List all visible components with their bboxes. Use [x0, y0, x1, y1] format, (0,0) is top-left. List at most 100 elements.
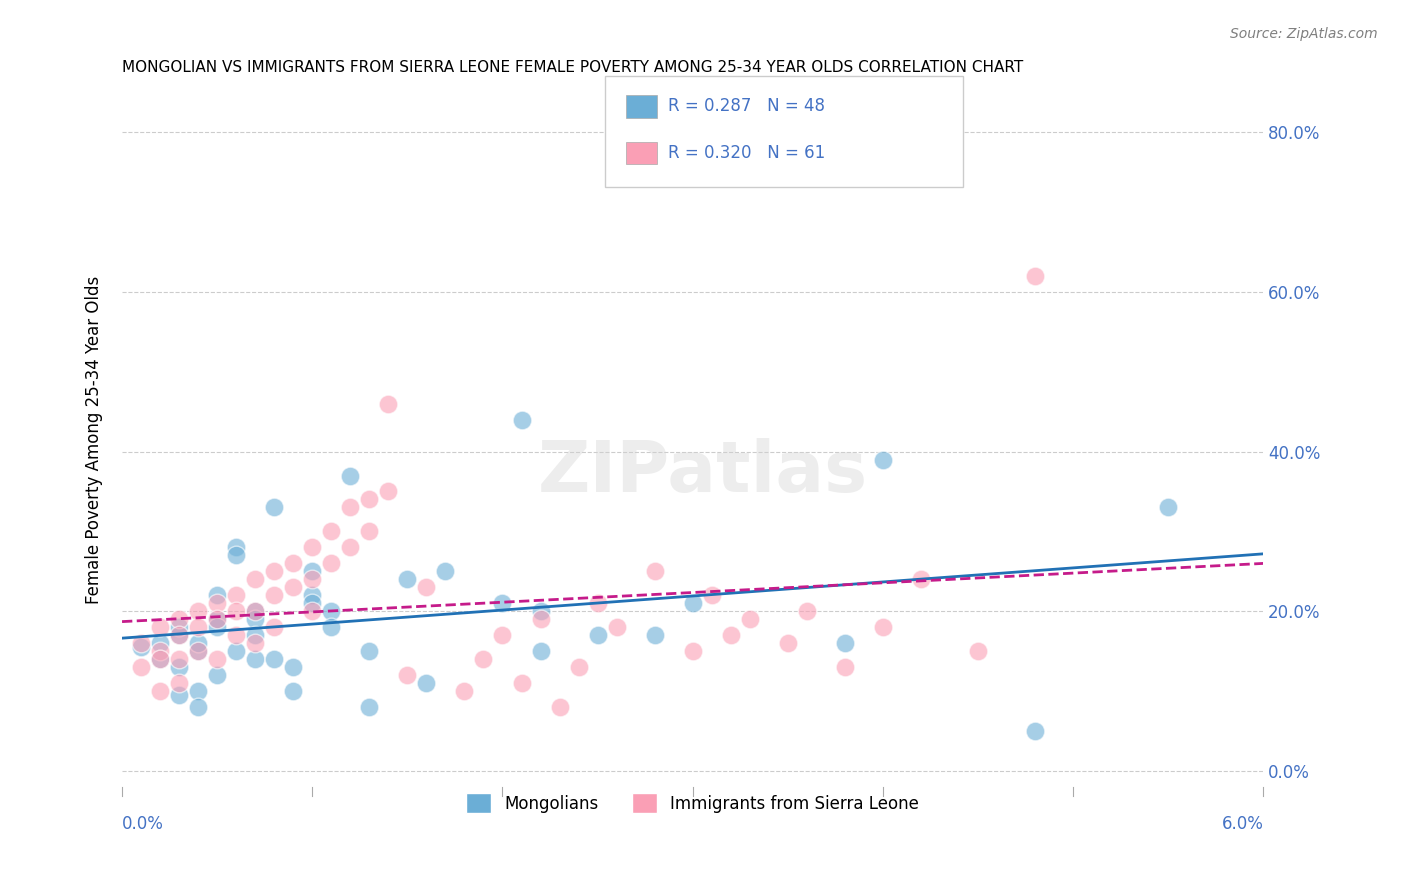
Point	[149, 652, 172, 666]
Point	[321, 604, 343, 618]
Point	[682, 596, 704, 610]
Point	[167, 652, 190, 666]
Point	[283, 557, 305, 571]
Point	[187, 644, 209, 658]
Point	[129, 640, 152, 654]
Point	[205, 596, 228, 610]
Point	[738, 612, 761, 626]
Point	[682, 644, 704, 658]
Point	[644, 564, 666, 578]
Point	[720, 628, 742, 642]
Point	[872, 452, 894, 467]
Point	[149, 644, 172, 658]
Point	[263, 588, 285, 602]
Point	[245, 628, 267, 642]
Text: ZIPatlas: ZIPatlas	[538, 438, 868, 508]
Point	[339, 500, 361, 515]
Point	[967, 644, 990, 658]
Point	[187, 604, 209, 618]
Point	[910, 572, 932, 586]
Point	[205, 620, 228, 634]
Point	[453, 684, 475, 698]
Point	[396, 668, 419, 682]
Point	[321, 557, 343, 571]
Text: R = 0.287   N = 48: R = 0.287 N = 48	[668, 97, 825, 115]
Point	[301, 588, 323, 602]
Point	[321, 620, 343, 634]
Point	[225, 604, 247, 618]
Text: 6.0%: 6.0%	[1222, 814, 1264, 833]
Point	[263, 564, 285, 578]
Text: R = 0.320   N = 61: R = 0.320 N = 61	[668, 144, 825, 161]
Point	[321, 524, 343, 539]
Point	[359, 524, 381, 539]
Y-axis label: Female Poverty Among 25-34 Year Olds: Female Poverty Among 25-34 Year Olds	[86, 276, 103, 604]
Text: 0.0%: 0.0%	[122, 814, 165, 833]
Point	[359, 492, 381, 507]
Point	[529, 644, 551, 658]
Point	[283, 580, 305, 594]
Point	[586, 628, 609, 642]
Point	[700, 588, 723, 602]
Point	[472, 652, 495, 666]
Point	[187, 644, 209, 658]
Point	[529, 604, 551, 618]
Point	[167, 676, 190, 690]
Point	[283, 660, 305, 674]
Point	[187, 684, 209, 698]
Point	[644, 628, 666, 642]
Point	[149, 620, 172, 634]
Point	[167, 688, 190, 702]
Point	[225, 588, 247, 602]
Point	[301, 572, 323, 586]
Point	[1024, 723, 1046, 738]
Point	[129, 660, 152, 674]
Point	[263, 500, 285, 515]
Point	[129, 636, 152, 650]
Point	[205, 668, 228, 682]
Point	[834, 660, 856, 674]
Point	[301, 564, 323, 578]
Point	[205, 612, 228, 626]
Point	[359, 644, 381, 658]
Point	[567, 660, 589, 674]
Point	[510, 412, 533, 426]
Text: MONGOLIAN VS IMMIGRANTS FROM SIERRA LEONE FEMALE POVERTY AMONG 25-34 YEAR OLDS C: MONGOLIAN VS IMMIGRANTS FROM SIERRA LEON…	[122, 60, 1024, 75]
Point	[167, 628, 190, 642]
Point	[245, 604, 267, 618]
Point	[167, 660, 190, 674]
Point	[167, 628, 190, 642]
Point	[245, 604, 267, 618]
Point	[301, 541, 323, 555]
Point	[187, 700, 209, 714]
Point	[283, 684, 305, 698]
Point	[167, 620, 190, 634]
Point	[872, 620, 894, 634]
Point	[434, 564, 457, 578]
Point	[1157, 500, 1180, 515]
Point	[377, 397, 399, 411]
Point	[301, 596, 323, 610]
Point	[339, 468, 361, 483]
Point	[796, 604, 818, 618]
Point	[225, 644, 247, 658]
Point	[263, 652, 285, 666]
Point	[415, 580, 437, 594]
Legend: Mongolians, Immigrants from Sierra Leone: Mongolians, Immigrants from Sierra Leone	[460, 787, 927, 820]
Point	[149, 652, 172, 666]
Point	[205, 612, 228, 626]
Point	[301, 604, 323, 618]
Point	[834, 636, 856, 650]
Point	[225, 541, 247, 555]
Point	[606, 620, 628, 634]
Point	[245, 636, 267, 650]
Point	[339, 541, 361, 555]
Point	[491, 628, 513, 642]
Point	[263, 620, 285, 634]
Point	[1024, 268, 1046, 283]
Point	[359, 700, 381, 714]
Point	[187, 636, 209, 650]
Point	[529, 612, 551, 626]
Point	[377, 484, 399, 499]
Point	[491, 596, 513, 610]
